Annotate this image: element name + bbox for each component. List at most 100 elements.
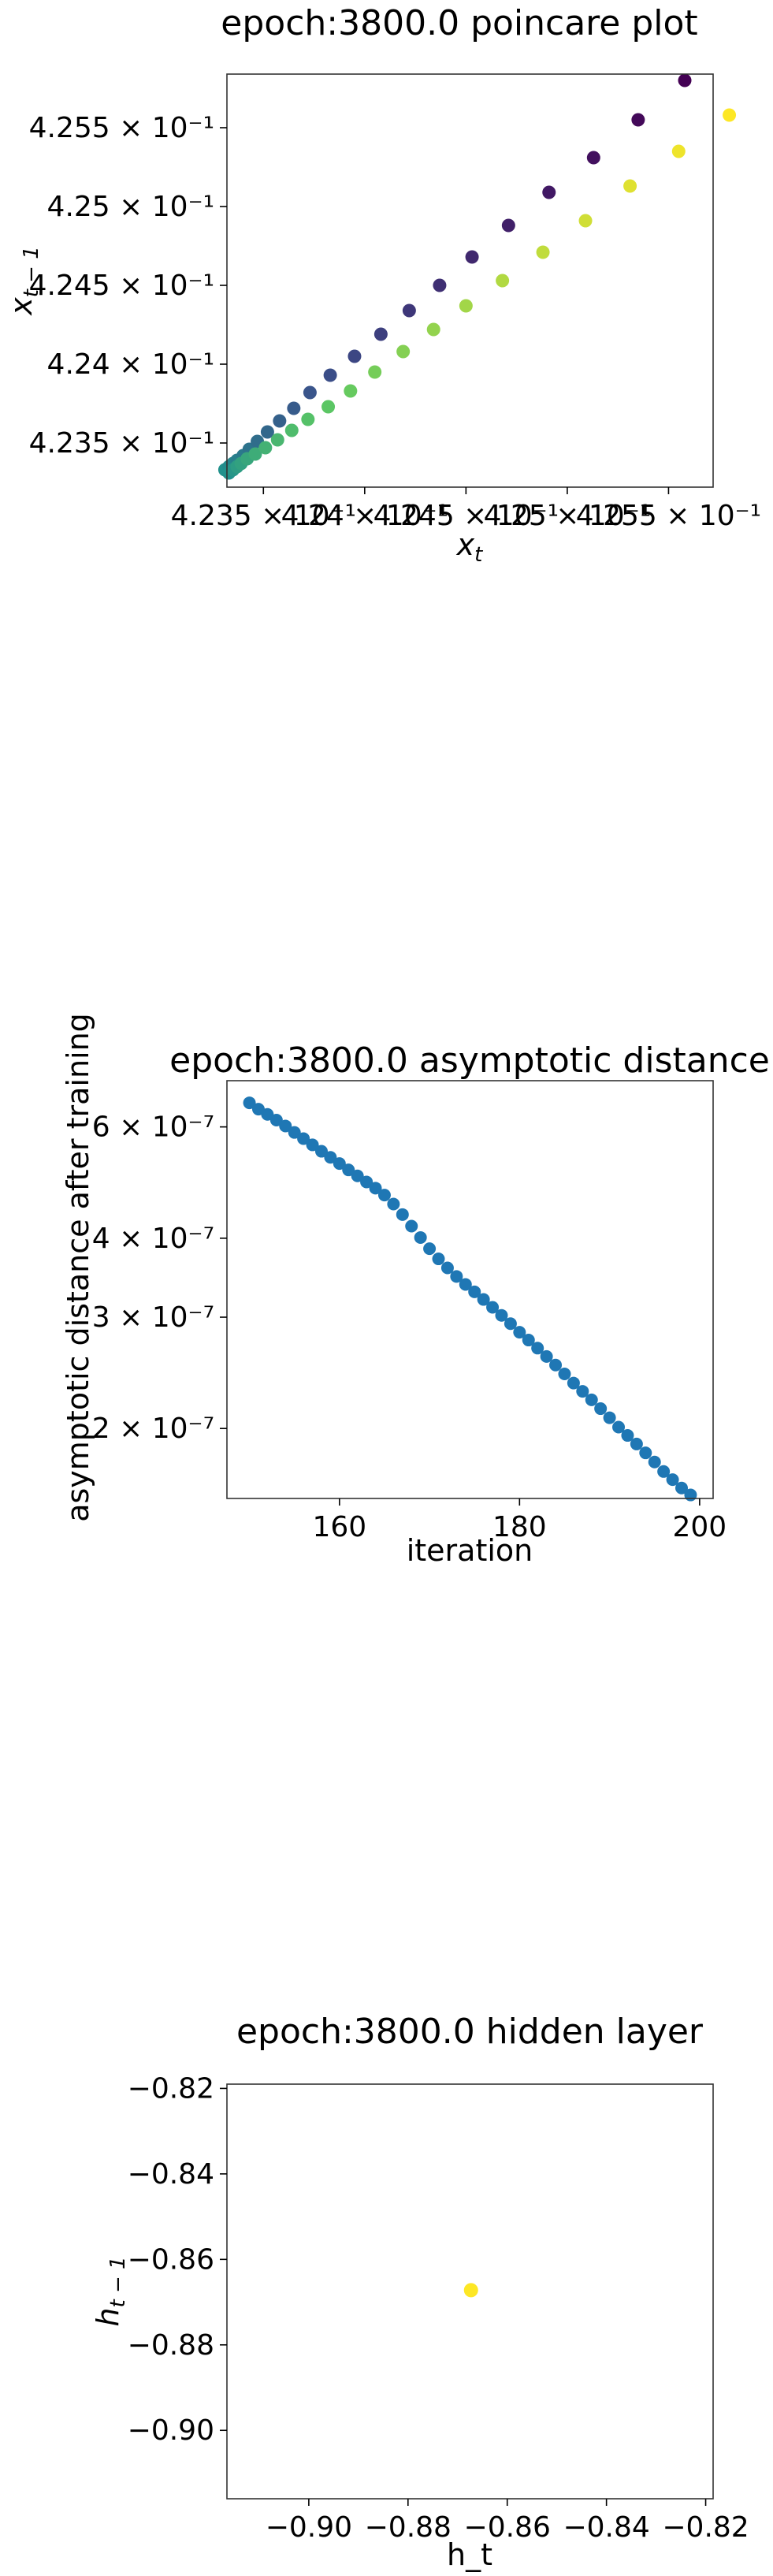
data-point (468, 1285, 481, 1298)
hidden-layer-chart: epoch:3800.0 hidden layer −0.90 −0.88 −0.8… (91, 2012, 749, 2572)
x-axis-label: xt (456, 527, 484, 567)
data-point (387, 1197, 400, 1211)
x-ticks: 160 180 200 (312, 1498, 727, 1543)
data-point (342, 1163, 355, 1177)
data-point (284, 423, 299, 437)
y-tick-label: 4.24 × 10⁻¹ (47, 348, 214, 381)
data-point (314, 1145, 328, 1158)
y-tick-label: 4.245 × 10⁻¹ (29, 270, 214, 302)
data-point (542, 185, 556, 199)
y-tick-label: 3 × 10⁻⁷ (92, 1301, 214, 1334)
distance-marks (243, 1096, 697, 1502)
data-point (243, 1096, 256, 1110)
y-ticks: −0.82 −0.84 −0.86 −0.88 −0.90 (128, 2072, 227, 2447)
data-point (360, 1175, 373, 1189)
chart-title: epoch:3800.0 asymptotic distance (169, 1040, 770, 1081)
y-axis-label: asymptotic distance after training (61, 1013, 95, 1522)
data-point (666, 1473, 679, 1487)
data-point (630, 1437, 643, 1450)
y-tick-label: −0.86 (128, 2243, 214, 2276)
chart-title: epoch:3800.0 hidden layer (236, 2012, 704, 2052)
x-tick-label: −0.84 (563, 2511, 649, 2544)
plot-frame (226, 2083, 714, 2500)
poincare-marks (217, 73, 737, 480)
data-point (261, 1107, 274, 1121)
y-tick-label: 4.255 × 10⁻¹ (29, 112, 214, 144)
x-tick-label: −0.86 (464, 2511, 551, 2544)
data-point (477, 1293, 490, 1306)
x-tick-label: −0.82 (662, 2511, 749, 2544)
x-tick-label: 4.245 × 10⁻¹ (373, 500, 559, 532)
data-point (288, 1126, 301, 1139)
data-point (648, 1455, 661, 1469)
data-point (496, 274, 510, 288)
data-point (549, 1358, 563, 1372)
data-point (621, 1429, 634, 1442)
data-point (586, 151, 600, 165)
x-ticks: 4.235 × 10⁻¹4.24 × 10⁻¹4.245 × 10⁻¹4.25 … (171, 487, 761, 532)
data-point (432, 1253, 445, 1266)
data-point (678, 73, 692, 87)
data-point (260, 425, 274, 439)
data-point (536, 245, 550, 259)
data-point (414, 1230, 427, 1244)
data-point (369, 1182, 382, 1195)
data-point (603, 1411, 616, 1424)
data-point (612, 1420, 626, 1434)
y-tick-label: 2 × 10⁻⁷ (92, 1413, 214, 1445)
data-point (459, 299, 473, 313)
y-tick-label: −0.90 (128, 2414, 214, 2447)
y-tick-label: 6 × 10⁻⁷ (92, 1111, 214, 1144)
data-point (450, 1270, 463, 1283)
x-tick-label: 200 (673, 1511, 727, 1543)
data-point (273, 414, 287, 428)
data-point (486, 1301, 500, 1314)
data-point (723, 108, 737, 122)
x-tick-label: 160 (312, 1511, 366, 1543)
data-point (558, 1367, 571, 1380)
data-point (657, 1465, 671, 1478)
data-point (351, 1169, 364, 1182)
poincare-chart: epoch:3800.0 poincare plot 4.235 × 10⁻¹4… (4, 3, 761, 567)
data-point (639, 1446, 652, 1460)
data-point (671, 144, 686, 158)
data-point (396, 1208, 409, 1221)
data-point (585, 1393, 598, 1406)
data-point (513, 1326, 526, 1339)
data-point (433, 278, 447, 292)
data-point (501, 218, 515, 233)
data-point (675, 1481, 689, 1495)
data-point (465, 250, 479, 264)
plot-frame (226, 73, 714, 488)
asymptotic-distance-chart: epoch:3800.0 asymptotic distance 160 180 2… (61, 1013, 770, 1568)
data-point (423, 1242, 437, 1256)
chart-title: epoch:3800.0 poincare plot (221, 3, 697, 43)
y-ticks: 2 × 10⁻⁷ 3 × 10⁻⁷ 4 × 10⁻⁷ 6 × 10⁻⁷ (92, 1111, 227, 1445)
data-point (306, 1138, 319, 1152)
data-point (405, 1219, 418, 1233)
x-axis-label: h_t (447, 2537, 492, 2572)
y-ticks: 4.235 × 10⁻¹ 4.24 × 10⁻¹ 4.245 × 10⁻¹ 4.25 … (29, 112, 227, 460)
data-point (248, 447, 262, 461)
x-tick-label: 180 (492, 1511, 547, 1543)
data-point (522, 1334, 535, 1347)
data-point (567, 1376, 580, 1390)
data-point (631, 113, 645, 127)
data-point (377, 1189, 391, 1202)
data-point (323, 368, 337, 382)
data-point (396, 344, 411, 359)
x-tick-label: −0.88 (365, 2511, 452, 2544)
data-point (459, 1278, 472, 1291)
data-point (440, 1261, 454, 1275)
data-point (426, 322, 440, 337)
data-point (333, 1157, 346, 1171)
data-point (368, 365, 382, 379)
data-point (402, 303, 416, 318)
data-point (270, 433, 284, 447)
data-point (279, 1119, 292, 1133)
data-point (623, 179, 637, 193)
data-point (504, 1317, 517, 1331)
data-point (594, 1402, 608, 1416)
hidden-layer-marks (463, 2283, 478, 2298)
data-point (301, 412, 315, 426)
